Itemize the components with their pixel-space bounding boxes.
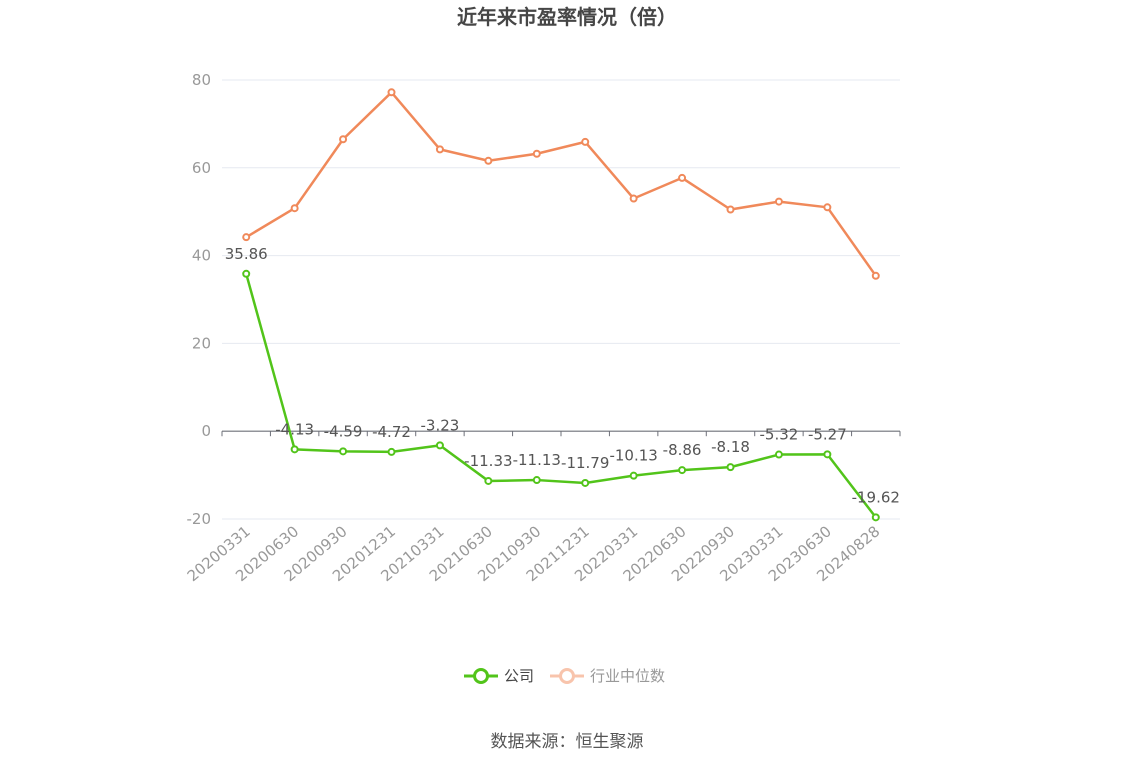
data-point[interactable] [823, 450, 832, 459]
chart-title: 近年来市盈率情况（倍） [457, 5, 677, 29]
data-point[interactable] [339, 135, 348, 144]
data-label: -8.86 [663, 441, 702, 459]
data-point[interactable] [435, 145, 444, 154]
data-point[interactable] [726, 205, 735, 214]
y-tick-label: 0 [201, 422, 211, 440]
legend-marker-industry [559, 668, 575, 684]
data-point[interactable] [871, 513, 880, 522]
data-point[interactable] [581, 478, 590, 487]
x-tick-labels: 2020033120200630202009302020123120210331… [184, 522, 884, 585]
data-point[interactable] [387, 88, 396, 97]
data-point[interactable] [242, 269, 251, 278]
legend-item-company[interactable]: 公司 [464, 667, 534, 685]
data-label: -19.62 [852, 488, 900, 506]
data-point[interactable] [484, 156, 493, 165]
y-tick-label: 40 [192, 247, 211, 265]
data-point[interactable] [242, 233, 251, 242]
data-label: -5.32 [760, 426, 799, 444]
data-point[interactable] [387, 447, 396, 456]
data-labels: 35.86 -4.13 -4.59 -4.72 -3.23-11.33 -11.13 -11… [225, 245, 900, 507]
data-point[interactable] [581, 137, 590, 146]
data-point[interactable] [435, 441, 444, 450]
data-point[interactable] [629, 194, 638, 203]
y-tick-label: 80 [192, 71, 211, 89]
data-point[interactable] [774, 197, 783, 206]
data-point[interactable] [726, 463, 735, 472]
series-industry-median [242, 88, 880, 280]
grid [222, 79, 900, 520]
legend: 公司 行业中位数 [464, 667, 665, 685]
data-label: -4.13 [275, 420, 314, 438]
data-label: -11.33 [464, 452, 512, 470]
x-axis [221, 430, 901, 437]
data-label: -5.27 [808, 425, 847, 443]
y-tick-label: -20 [187, 510, 212, 528]
data-label: -8.18 [711, 438, 750, 456]
y-axis: 80 60 40 20 0 -20 [187, 71, 212, 528]
series-line [245, 91, 877, 277]
data-label: -3.23 [421, 416, 460, 434]
legend-label-company: 公司 [504, 667, 534, 685]
data-point[interactable] [823, 203, 832, 212]
data-point[interactable] [871, 271, 880, 280]
data-point[interactable] [629, 471, 638, 480]
data-label: -4.72 [372, 423, 411, 441]
data-label: -11.79 [561, 454, 609, 472]
data-point[interactable] [290, 445, 299, 454]
data-source: 数据来源：恒生聚源 [491, 732, 644, 752]
legend-label-industry: 行业中位数 [590, 667, 665, 685]
data-point[interactable] [774, 450, 783, 459]
data-point[interactable] [532, 476, 541, 485]
series-line [245, 273, 877, 519]
data-point[interactable] [290, 204, 299, 213]
y-tick-label: 20 [192, 334, 211, 352]
series-company [242, 269, 880, 522]
data-label: -11.13 [513, 451, 561, 469]
data-label: 35.86 [225, 245, 268, 263]
y-tick-label: 60 [192, 159, 211, 177]
legend-marker-company [473, 668, 489, 684]
series-group [242, 88, 880, 522]
data-point[interactable] [678, 466, 687, 475]
data-point[interactable] [678, 173, 687, 182]
data-point[interactable] [339, 447, 348, 456]
data-label: -4.59 [324, 422, 363, 440]
data-label: -10.13 [609, 447, 657, 465]
legend-item-industry[interactable]: 行业中位数 [550, 667, 665, 685]
data-point[interactable] [484, 476, 493, 485]
data-point[interactable] [532, 149, 541, 158]
